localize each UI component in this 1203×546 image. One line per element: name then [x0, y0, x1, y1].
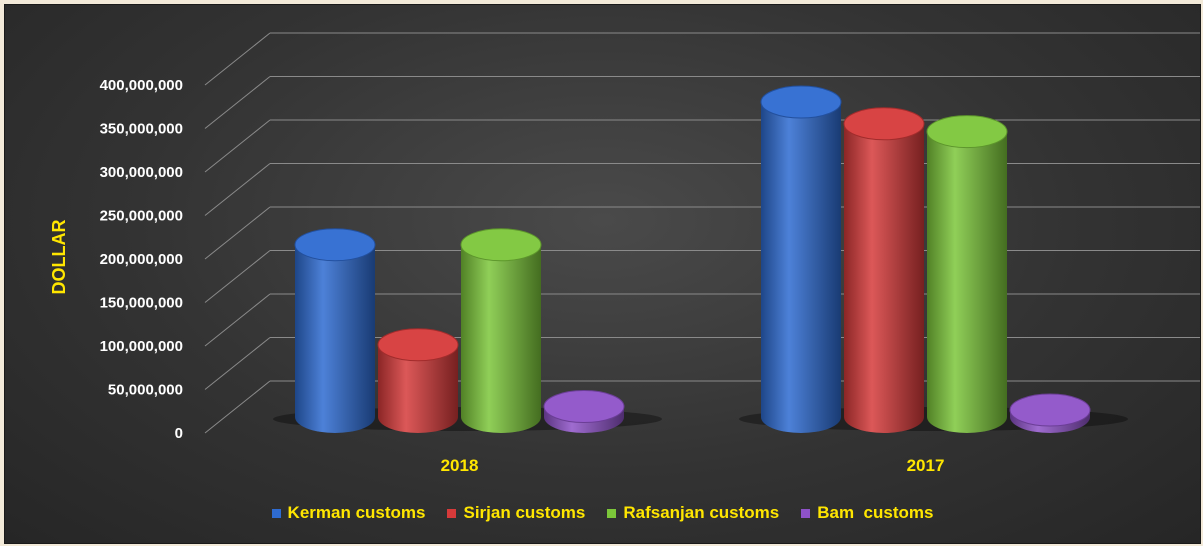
bar-body: [844, 123, 924, 433]
gridline-diagonal: [204, 32, 271, 86]
legend-item: Rafsanjan customs: [607, 503, 779, 523]
gridline-diagonal: [204, 250, 271, 303]
bar-body: [461, 244, 541, 433]
bar: [294, 228, 376, 433]
legend-item: Sirjan customs: [447, 503, 585, 523]
bar-top: [460, 228, 542, 262]
y-tick-label: 200,000,000: [100, 251, 183, 268]
bar: [460, 228, 542, 433]
bar-body: [295, 244, 375, 433]
gridline-diagonal: [204, 380, 271, 434]
y-tick-label: 250,000,000: [100, 208, 183, 225]
y-tick-label: 300,000,000: [100, 164, 183, 181]
bar-body: [761, 102, 841, 433]
y-tick-label: 50,000,000: [108, 382, 183, 399]
legend-label: Rafsanjan customs: [623, 503, 780, 522]
legend-label: Bam customs: [817, 503, 934, 522]
chart-svg: 0 50,000,000 100,000,000 150,000,000 200,000…: [49, 32, 1200, 475]
legend-swatch: [801, 508, 811, 518]
y-tick-label: 400,000,000: [100, 77, 183, 94]
bar-top: [843, 107, 925, 141]
legend-item: Bam customs: [801, 503, 933, 523]
legend-label: Kerman customs: [287, 503, 426, 522]
bar: [1009, 393, 1091, 433]
gridline-diagonal: [204, 76, 271, 129]
bar-body: [927, 131, 1007, 433]
bar-top: [543, 390, 625, 424]
bar-top: [1009, 393, 1091, 427]
bar-top: [377, 328, 459, 362]
bar: [843, 107, 925, 433]
legend-label: Sirjan customs: [463, 503, 586, 522]
gridline-diagonal: [204, 293, 271, 347]
bar: [926, 115, 1008, 433]
y-tick-label: 0: [175, 425, 183, 442]
bar: [543, 390, 625, 433]
legend-item: Kerman customs: [271, 503, 426, 523]
y-tick-label: 350,000,000: [100, 121, 183, 138]
legend-swatch: [607, 508, 617, 518]
legend: Kerman customs Sirjan customs Rafsanjan cu…: [5, 503, 1200, 523]
bar: [377, 328, 459, 433]
gridline-diagonal: [204, 337, 271, 390]
y-tick-label: 150,000,000: [100, 295, 183, 312]
x-tick-label: 2018: [441, 456, 479, 475]
bar-top: [760, 85, 842, 119]
bar-body: [378, 344, 458, 433]
gridline-diagonal: [204, 119, 271, 173]
y-axis-label: DOLLAR: [49, 220, 69, 295]
legend-swatch: [447, 508, 457, 518]
gridline-diagonal: [204, 206, 271, 260]
x-tick-label: 2017: [907, 456, 945, 475]
gridline-diagonal: [204, 163, 271, 216]
chart-area: 0 50,000,000 100,000,000 150,000,000 200,000…: [4, 4, 1201, 544]
bar-top: [294, 228, 376, 262]
bar: [760, 85, 842, 433]
legend-swatch: [271, 508, 281, 518]
bar-top: [926, 115, 1008, 149]
y-tick-label: 100,000,000: [100, 338, 183, 355]
